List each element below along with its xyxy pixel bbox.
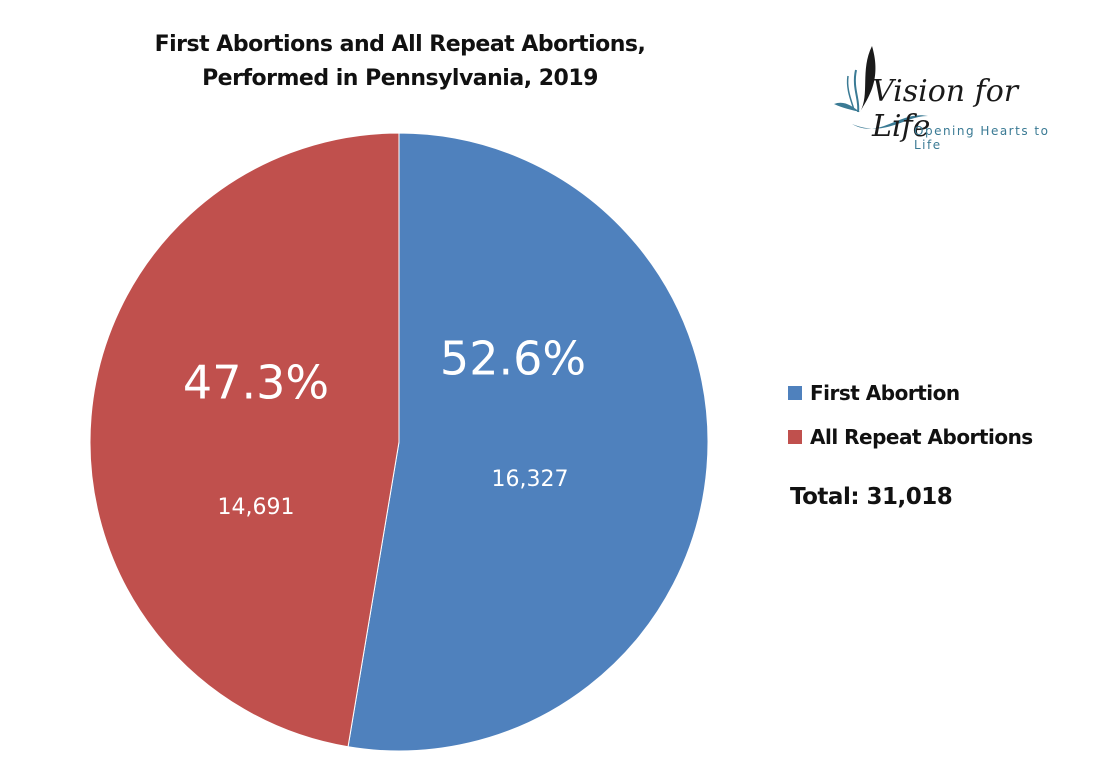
total-label: Total: 31,018: [790, 484, 953, 510]
logo-name: Vision for Life: [872, 74, 1019, 144]
legend-label-repeat-abortions: All Repeat Abortions: [810, 425, 1033, 449]
legend-swatch-first-abortion: [788, 386, 802, 400]
logo-tagline: Opening Hearts to Life: [914, 124, 1050, 152]
pie-slice-all-repeat-abortions: [89, 132, 400, 748]
chart-title-line-1: First Abortions and All Repeat Abortions…: [154, 32, 646, 57]
value-label-first-abortion: 16,327: [492, 467, 569, 492]
legend-swatch-repeat-abortions: [788, 430, 802, 444]
legend-item-repeat-abortions: All Repeat Abortions: [788, 422, 1033, 452]
vision-for-life-logo: Vision for Life Opening Hearts to Life: [830, 40, 1080, 152]
legend-label-first-abortion: First Abortion: [810, 381, 960, 405]
pie-slice-first-abortion: [347, 132, 709, 752]
chart-title-line-2: Performed in Pennsylvania, 2019: [202, 66, 598, 91]
percent-label-all-repeat-abortions: 47.3%: [183, 356, 329, 410]
legend: First Abortion All Repeat Abortions: [788, 378, 1033, 466]
chart-title: First Abortions and All Repeat Abortions…: [100, 28, 700, 96]
legend-item-first-abortion: First Abortion: [788, 378, 1033, 408]
percent-label-first-abortion: 52.6%: [440, 332, 586, 386]
dove-icon: [834, 46, 928, 129]
value-label-all-repeat-abortions: 14,691: [218, 495, 295, 520]
